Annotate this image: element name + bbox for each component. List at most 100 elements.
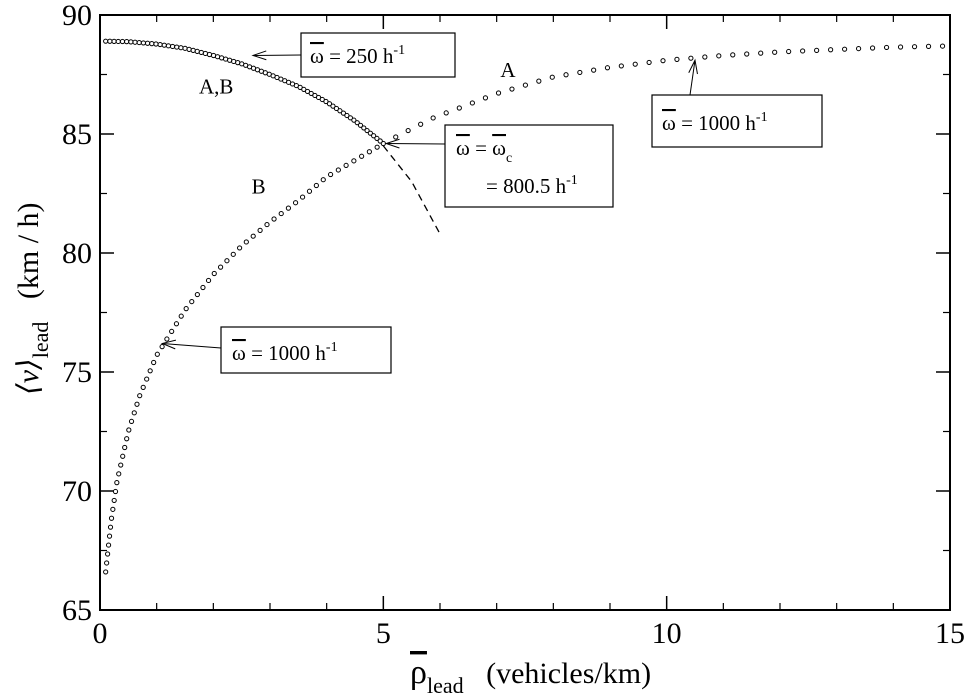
annotation-frame [220, 326, 392, 374]
data-point [335, 167, 341, 173]
data-point [313, 182, 319, 189]
data-point [688, 55, 694, 61]
y-tick-label: 70 [62, 475, 92, 508]
data-point [456, 105, 462, 111]
data-point [178, 313, 184, 319]
annotation-arrow-line [162, 342, 222, 349]
data-point [374, 144, 380, 150]
data-point [285, 205, 292, 211]
data-point [482, 95, 489, 101]
data-point [116, 471, 122, 477]
data-point [161, 42, 167, 48]
data-point [367, 130, 373, 136]
data-point [869, 45, 876, 51]
data-point [237, 245, 243, 251]
data-point [674, 56, 680, 62]
annotation-text: ω = ωc [456, 136, 512, 166]
data-point [202, 50, 209, 57]
data-point [144, 376, 150, 382]
data-point [430, 115, 436, 121]
data-point [772, 49, 778, 55]
data-point [563, 72, 569, 78]
data-point [140, 40, 147, 46]
data-point [250, 233, 256, 239]
data-point [758, 50, 764, 56]
annotation-arrow-head [384, 138, 400, 149]
data-point [243, 239, 249, 245]
x-tick-label: 10 [652, 617, 682, 650]
data-point [604, 65, 611, 71]
data-point [159, 344, 165, 350]
data-point [354, 120, 360, 126]
data-point [418, 121, 424, 127]
data-point [107, 38, 113, 44]
data-point [128, 418, 135, 425]
data-point [107, 524, 114, 530]
annotation-text: ω = 1000 h-1 [232, 340, 338, 365]
y-tick-label: 65 [62, 594, 92, 627]
data-point [217, 264, 224, 270]
data-point [632, 61, 638, 67]
y-tick-label: 80 [62, 237, 92, 270]
annotations: ω = 250 h-1 ω = 1000 h-1 ω = 1000 h-1 ω = ω… [160, 32, 823, 374]
data-point [786, 48, 792, 55]
data-point [828, 47, 834, 53]
data-point [393, 134, 399, 140]
data-point [194, 48, 200, 55]
data-point [842, 46, 848, 52]
dashed-curve [382, 145, 441, 235]
data-point [340, 110, 347, 116]
data-point [744, 51, 750, 57]
annotation-arrow-head [251, 50, 267, 61]
data-point [105, 551, 111, 557]
data-point [140, 384, 146, 390]
data-point [618, 63, 624, 69]
data-point [124, 436, 130, 442]
data-point [174, 44, 180, 50]
y-axis-label: ⟨v⟩lead (km / h) [12, 202, 53, 395]
data-point [190, 47, 196, 53]
data-point [405, 127, 411, 134]
x-tick-label: 5 [376, 617, 391, 650]
data-point [911, 44, 918, 50]
annotation-text-line2: = 800.5 h-1 [486, 173, 578, 198]
data-point [137, 393, 143, 399]
data-point [469, 100, 475, 106]
data-point [716, 53, 722, 59]
data-point [333, 105, 340, 112]
data-point [344, 112, 350, 119]
curve-label-a: A [500, 58, 516, 82]
annotation-arrow-line [689, 60, 696, 96]
curve-label-a-b: A,B [199, 75, 233, 99]
data-point [194, 291, 200, 298]
data-point [366, 149, 372, 155]
curve-label-b: B [252, 175, 266, 199]
annotation-frame [651, 94, 823, 148]
data-point [377, 138, 383, 144]
data-point [132, 39, 138, 45]
data-point [577, 69, 583, 76]
axis-labels: ρlead (vehicles/km) ⟨v⟩lead (km / h) [12, 202, 651, 698]
data-point [374, 135, 380, 142]
x-tick-label: 15 [935, 617, 965, 650]
data-point [660, 58, 666, 64]
data-point [106, 533, 113, 539]
data-point [702, 54, 708, 60]
data-point [361, 125, 367, 131]
data-point [111, 38, 117, 44]
y-tick-label: 75 [62, 356, 92, 389]
data-point [126, 427, 132, 433]
data-point [144, 40, 151, 46]
data-point [103, 569, 109, 575]
curve-labels: A,B A B [199, 58, 516, 199]
x-axis-label: ρlead (vehicles/km) [410, 654, 651, 698]
data-series [103, 38, 946, 575]
data-point [111, 497, 117, 504]
data-point [299, 194, 306, 200]
annotation-arrow-head [160, 339, 177, 350]
data-point [357, 122, 364, 128]
data-point [800, 48, 806, 54]
data-point [154, 351, 160, 357]
data-point [730, 52, 736, 58]
